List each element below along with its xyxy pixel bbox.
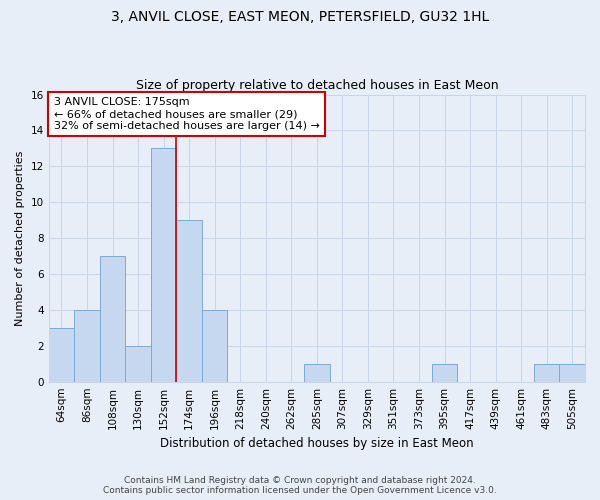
Bar [534,364,559,382]
Bar [151,148,176,382]
Text: Contains HM Land Registry data © Crown copyright and database right 2024.
Contai: Contains HM Land Registry data © Crown c… [103,476,497,495]
Title: Size of property relative to detached houses in East Meon: Size of property relative to detached ho… [136,79,498,92]
Text: 3, ANVIL CLOSE, EAST MEON, PETERSFIELD, GU32 1HL: 3, ANVIL CLOSE, EAST MEON, PETERSFIELD, … [111,10,489,24]
Bar [432,364,457,382]
Bar [202,310,227,382]
Bar [176,220,202,382]
Bar [74,310,100,382]
Bar [559,364,585,382]
Bar [125,346,151,382]
Bar [49,328,74,382]
Y-axis label: Number of detached properties: Number of detached properties [15,150,25,326]
Text: 3 ANVIL CLOSE: 175sqm
← 66% of detached houses are smaller (29)
32% of semi-deta: 3 ANVIL CLOSE: 175sqm ← 66% of detached … [54,98,320,130]
X-axis label: Distribution of detached houses by size in East Meon: Distribution of detached houses by size … [160,437,473,450]
Bar [100,256,125,382]
Bar [304,364,329,382]
